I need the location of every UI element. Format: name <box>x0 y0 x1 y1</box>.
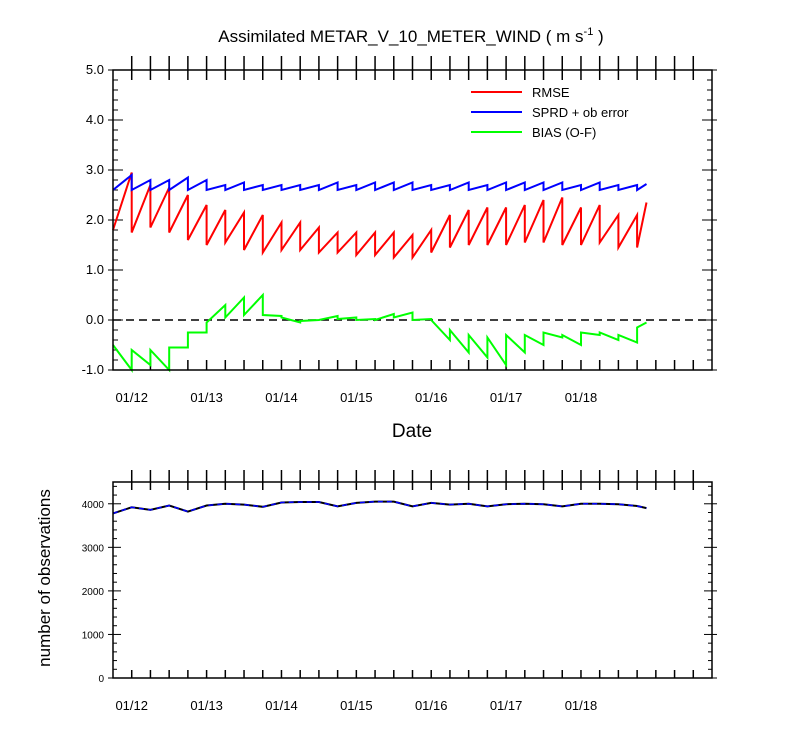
top-axis-ticks <box>108 56 717 371</box>
y-tick-label: 5.0 <box>86 62 104 77</box>
top-chart: Assimilated METAR_V_10_METER_WIND ( m s-… <box>82 26 717 442</box>
y-tick-label: 2000 <box>82 587 105 598</box>
legend: RMSE SPRD + ob error BIAS (O-F) <box>471 85 629 140</box>
title-end: ) <box>593 27 603 46</box>
y-tick-label: 1000 <box>82 630 105 641</box>
top-plot-frame <box>112 69 713 371</box>
legend-label: BIAS (O-F) <box>532 125 596 140</box>
legend-label: SPRD + ob error <box>532 105 629 120</box>
y-tick-label: 3000 <box>82 543 105 554</box>
top-series-lines <box>112 172 648 374</box>
x-tick-label: 01/15 <box>340 698 373 713</box>
x-tick-label: 01/16 <box>415 698 448 713</box>
bottom-plot-frame <box>112 481 713 679</box>
bottom-y-tick-labels: 0 1000 2000 3000 4000 <box>82 500 105 685</box>
legend-label: RMSE <box>532 85 570 100</box>
x-tick-label: 01/16 <box>415 390 448 405</box>
y-tick-label: 3.0 <box>86 162 104 177</box>
y-tick-label: 0 <box>98 674 104 685</box>
y-tick-label: 4000 <box>82 500 105 511</box>
x-tick-label: 01/13 <box>190 390 223 405</box>
series-line-rmse <box>112 172 648 261</box>
x-tick-label: 01/18 <box>565 698 598 713</box>
x-tick-label: 01/12 <box>115 390 148 405</box>
series-line-bias-o-f <box>112 292 647 374</box>
title-main: Assimilated METAR_V_10_METER_WIND ( m s <box>218 27 583 46</box>
x-axis-label: Date <box>392 421 432 442</box>
y-tick-label: -1.0 <box>82 362 104 377</box>
x-tick-label: 01/12 <box>115 698 148 713</box>
x-tick-label: 01/15 <box>340 390 373 405</box>
series-line-observations <box>112 500 647 515</box>
y-axis-label: number of observations <box>35 489 54 667</box>
series-line-observations-used <box>112 500 647 515</box>
y-tick-label: 1.0 <box>86 262 104 277</box>
x-tick-label: 01/13 <box>190 698 223 713</box>
x-tick-label: 01/14 <box>265 698 298 713</box>
y-tick-label: 4.0 <box>86 112 104 127</box>
bottom-axis-ticks <box>108 470 717 679</box>
x-tick-label: 01/17 <box>490 698 523 713</box>
top-y-tick-labels: -1.0 0.0 1.0 2.0 3.0 4.0 5.0 <box>82 62 104 377</box>
x-tick-label: 01/18 <box>565 390 598 405</box>
y-tick-label: 2.0 <box>86 212 104 227</box>
y-tick-label: 0.0 <box>86 312 104 327</box>
top-x-tick-labels: 01/12 01/13 01/14 01/15 01/16 01/17 01/18 <box>115 390 597 405</box>
x-tick-label: 01/14 <box>265 390 298 405</box>
series-line-sprd-ob-error <box>112 172 648 192</box>
bottom-x-tick-labels: 01/12 01/13 01/14 01/15 01/16 01/17 01/18 <box>115 698 597 713</box>
x-tick-label: 01/17 <box>490 390 523 405</box>
bottom-series-lines <box>112 500 647 515</box>
chart-title: Assimilated METAR_V_10_METER_WIND ( m s-… <box>218 26 603 46</box>
title-superscript: -1 <box>584 26 594 38</box>
